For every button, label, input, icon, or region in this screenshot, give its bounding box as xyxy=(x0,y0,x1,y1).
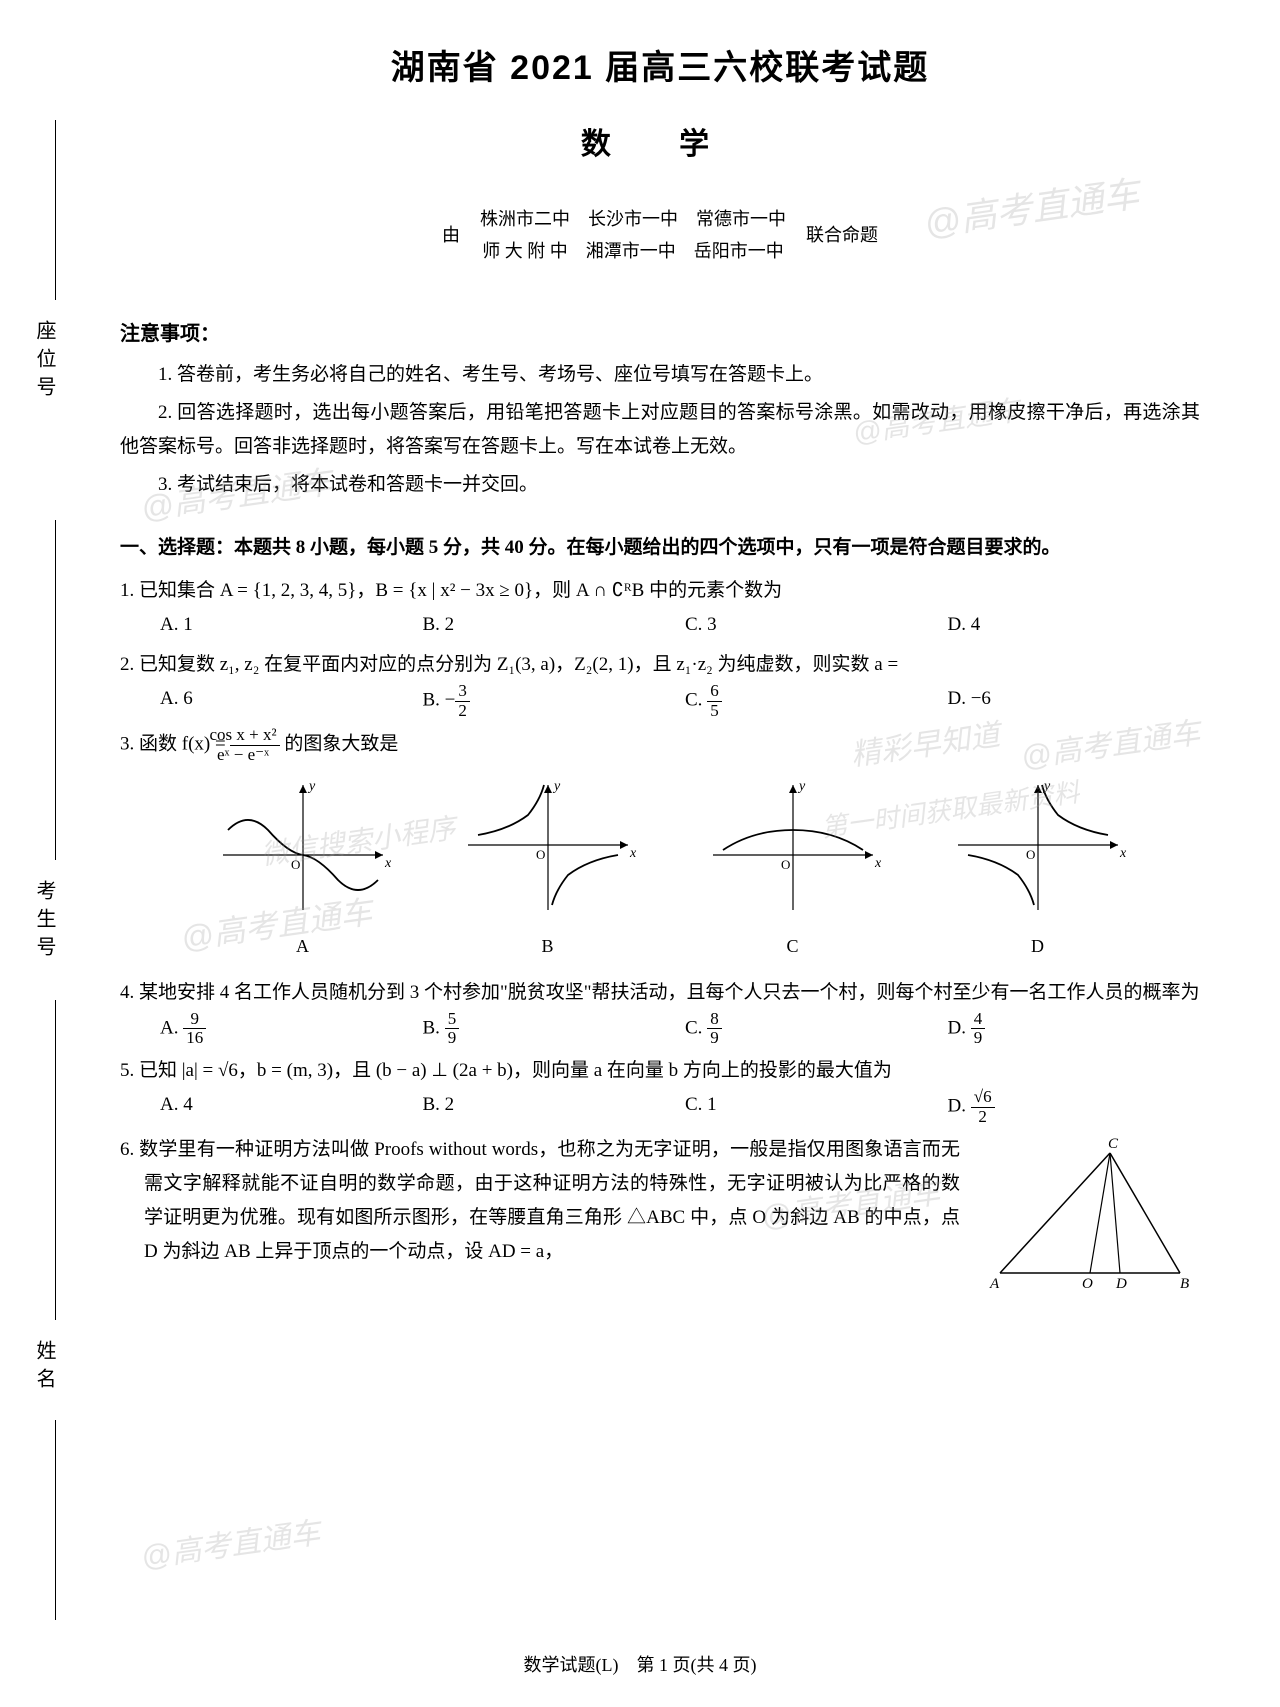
svg-text:O: O xyxy=(1026,847,1035,862)
page-title: 湖南省 2021 届高三六校联考试题 xyxy=(120,40,1200,89)
notice-item: 1. 答卷前，考生务必将自己的姓名、考生号、考场号、座位号填写在答题卡上。 xyxy=(120,358,1200,392)
side-label-examid: 考生号 xyxy=(30,880,59,964)
notice-title: 注意事项： xyxy=(120,317,1200,346)
side-line xyxy=(55,1000,56,1320)
q5-option-b: B. 2 xyxy=(423,1088,676,1126)
q3-graph-d: x y O D xyxy=(948,775,1128,963)
svg-text:A: A xyxy=(989,1276,1000,1292)
watermark: @高考直通车 xyxy=(138,1508,323,1577)
svg-text:y: y xyxy=(797,779,806,794)
q4-text: 4. 某地安排 4 名工作人员随机分到 3 个村参加"脱贫攻坚"帮扶活动，且每个… xyxy=(120,976,1200,1010)
svg-text:y: y xyxy=(307,779,316,794)
q2-option-a: A. 6 xyxy=(160,682,413,720)
svg-text:O: O xyxy=(781,857,790,872)
svg-text:x: x xyxy=(1119,846,1127,861)
svg-text:x: x xyxy=(384,856,392,871)
notice-item: 2. 回答选择题时，选出每小题答案后，用铅笔把答题卡上对应题目的答案标号涂黑。如… xyxy=(120,396,1200,464)
schools-suffix: 联合命题 xyxy=(806,219,878,251)
svg-text:C: C xyxy=(1108,1136,1119,1152)
q4-option-d: D. 49 xyxy=(948,1010,1201,1048)
schools-prefix: 由 xyxy=(442,219,460,251)
q3-label-d: D xyxy=(948,929,1128,963)
page-subtitle: 数 学 xyxy=(120,119,1200,163)
svg-text:D: D xyxy=(1115,1276,1127,1292)
notice-item: 3. 考试结束后，将本试卷和答题卡一并交回。 xyxy=(120,468,1200,502)
svg-text:y: y xyxy=(552,779,561,794)
q3-graph-b: x y O B xyxy=(458,775,638,963)
svg-text:O: O xyxy=(536,847,545,862)
q2-option-b: B. −32 xyxy=(423,682,676,720)
svg-text:x: x xyxy=(629,846,637,861)
q3-label-c: C xyxy=(703,929,883,963)
schools-block: 由 株洲市二中 长沙市一中 常德市一中 师 大 附 中 湘潭市一中 岳阳市一中 … xyxy=(120,203,1200,267)
side-line xyxy=(55,520,56,860)
question-3: 3. 函数 f(x) = cos x + x²eˣ − e⁻ˣ 的图象大致是 x… xyxy=(120,726,1200,967)
q1-option-c: C. 3 xyxy=(685,608,938,642)
q2-option-c: C. 65 xyxy=(685,682,938,720)
question-5: 5. 已知 |a| = √6，b = (m, 3)，且 (b − a) ⊥ (2… xyxy=(120,1054,1200,1126)
q2-option-d: D. −6 xyxy=(948,682,1201,720)
q3-label-b: B xyxy=(458,929,638,963)
q6-text: 6. 数学里有一种证明方法叫做 Proofs without words，也称之… xyxy=(120,1133,960,1269)
q1-option-a: A. 1 xyxy=(160,608,413,642)
q2-text: 2. 已知复数 z₁, z₂ 在复平面内对应的点分别为 Z₁(3, a)，Z₂(… xyxy=(120,648,1200,682)
svg-text:B: B xyxy=(1180,1276,1189,1292)
svg-text:x: x xyxy=(874,856,882,871)
q3-graph-a: x y O A xyxy=(213,775,393,963)
question-1: 1. 已知集合 A = {1, 2, 3, 4, 5}，B = {x | x² … xyxy=(120,574,1200,642)
question-2: 2. 已知复数 z₁, z₂ 在复平面内对应的点分别为 Z₁(3, a)，Z₂(… xyxy=(120,648,1200,720)
side-label-name: 姓名 xyxy=(30,1340,59,1396)
q4-option-a: A. 916 xyxy=(160,1010,413,1048)
question-6: 6. 数学里有一种证明方法叫做 Proofs without words，也称之… xyxy=(120,1133,1200,1305)
q1-option-d: D. 4 xyxy=(948,608,1201,642)
side-line xyxy=(55,120,56,300)
q1-text: 1. 已知集合 A = {1, 2, 3, 4, 5}，B = {x | x² … xyxy=(120,574,1200,608)
question-4: 4. 某地安排 4 名工作人员随机分到 3 个村参加"脱贫攻坚"帮扶活动，且每个… xyxy=(120,976,1200,1048)
q3-graph-c: x y O C xyxy=(703,775,883,963)
side-line xyxy=(55,1420,56,1620)
q5-option-d: D. √62 xyxy=(948,1088,1201,1126)
q3-text: 3. 函数 f(x) = cos x + x²eˣ − e⁻ˣ 的图象大致是 xyxy=(120,726,1200,764)
svg-text:O: O xyxy=(291,857,300,872)
q5-text: 5. 已知 |a| = √6，b = (m, 3)，且 (b − a) ⊥ (2… xyxy=(120,1054,1200,1088)
section-title: 一、选择题：本题共 8 小题，每小题 5 分，共 40 分。在每小题给出的四个选… xyxy=(120,532,1200,564)
q5-option-c: C. 1 xyxy=(685,1088,938,1126)
side-label-seat: 座位号 xyxy=(30,320,59,404)
page-footer: 数学试题(L) 第 1 页(共 4 页) xyxy=(0,1651,1280,1677)
q3-label-a: A xyxy=(213,929,393,963)
q4-option-b: B. 59 xyxy=(423,1010,676,1048)
q5-option-a: A. 4 xyxy=(160,1088,413,1126)
svg-text:O: O xyxy=(1082,1276,1093,1292)
schools-row2: 师 大 附 中 湘潭市一中 岳阳市一中 xyxy=(480,235,786,267)
q1-option-b: B. 2 xyxy=(423,608,676,642)
schools-row1: 株洲市二中 长沙市一中 常德市一中 xyxy=(480,203,786,235)
q4-option-c: C. 89 xyxy=(685,1010,938,1048)
q6-triangle: A B C O D xyxy=(980,1133,1200,1305)
